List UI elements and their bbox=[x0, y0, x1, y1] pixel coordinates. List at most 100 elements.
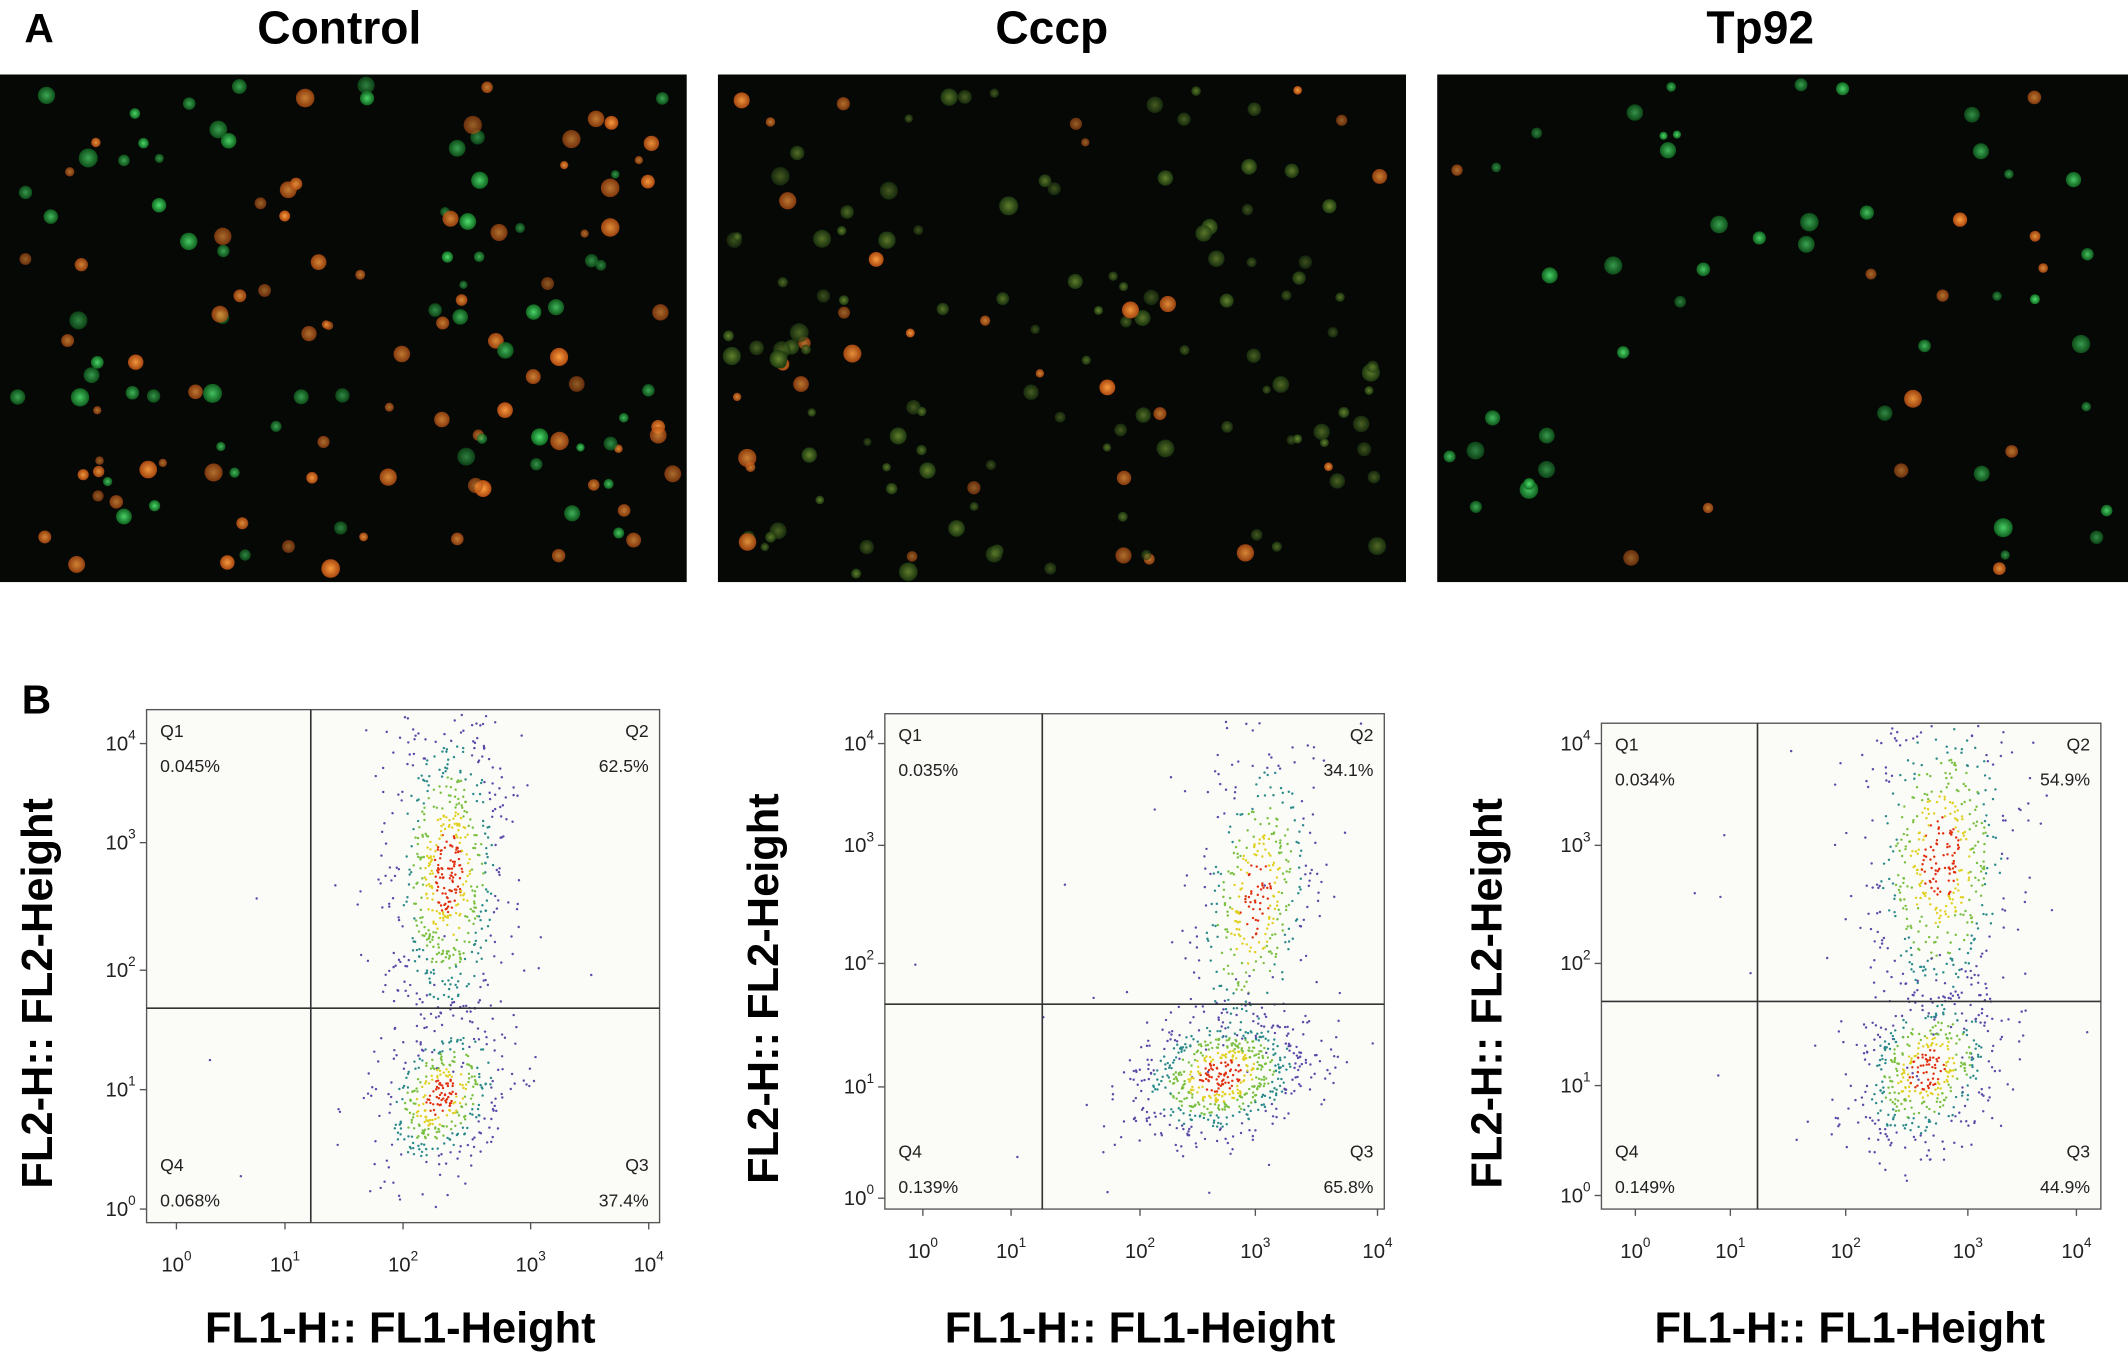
dot bbox=[1261, 884, 1264, 887]
dot bbox=[1205, 1088, 1209, 1091]
image-title: Tp92 bbox=[1706, 1, 1814, 53]
dot bbox=[1936, 1060, 1939, 1063]
cell bbox=[1702, 502, 1714, 514]
dot bbox=[1943, 795, 1946, 799]
dot bbox=[1947, 996, 1950, 1000]
dot bbox=[1264, 932, 1267, 936]
dot bbox=[2010, 751, 2014, 754]
dot bbox=[1192, 1077, 1195, 1080]
cell bbox=[610, 170, 620, 179]
cell bbox=[471, 171, 489, 189]
dot bbox=[509, 1087, 512, 1091]
dot bbox=[1306, 1021, 1309, 1024]
dot bbox=[445, 1098, 449, 1101]
dot bbox=[1924, 1016, 1927, 1020]
dot bbox=[1891, 1034, 1895, 1038]
dot bbox=[1272, 894, 1275, 898]
dot bbox=[423, 818, 426, 822]
dot bbox=[1946, 931, 1949, 934]
dot bbox=[1965, 739, 1969, 742]
dot bbox=[1304, 1061, 1308, 1064]
dot bbox=[1317, 891, 1320, 894]
dot bbox=[1263, 1082, 1266, 1085]
dot bbox=[1903, 1146, 1907, 1149]
dot bbox=[466, 1126, 469, 1130]
dot bbox=[436, 1103, 439, 1106]
dot bbox=[1287, 1112, 1290, 1115]
cell bbox=[127, 354, 144, 370]
dot bbox=[1910, 953, 1913, 957]
cell bbox=[859, 539, 874, 555]
cell bbox=[1469, 500, 1482, 513]
dot bbox=[1806, 1120, 1810, 1123]
dot bbox=[425, 1061, 428, 1065]
quadrant-percent: 0.139% bbox=[898, 1177, 958, 1197]
dot bbox=[460, 804, 464, 807]
dot bbox=[453, 795, 457, 798]
dot bbox=[1182, 1083, 1185, 1087]
dot bbox=[466, 874, 469, 878]
dot bbox=[1986, 834, 1989, 838]
dot bbox=[1154, 1115, 1157, 1118]
cell bbox=[732, 392, 742, 402]
dot bbox=[1936, 936, 1939, 939]
dot bbox=[1216, 1051, 1220, 1055]
cell bbox=[790, 145, 805, 161]
dot bbox=[1244, 1036, 1247, 1040]
tick-label: 104 bbox=[634, 1249, 665, 1277]
cell bbox=[1030, 324, 1040, 335]
dot bbox=[1947, 1024, 1950, 1028]
dot bbox=[1930, 866, 1933, 870]
dot bbox=[1201, 1085, 1204, 1089]
dot bbox=[1834, 1116, 1838, 1120]
cell bbox=[1081, 138, 1090, 147]
cell bbox=[664, 465, 682, 483]
dot bbox=[1891, 1085, 1894, 1089]
dot bbox=[1906, 1079, 1910, 1082]
dot bbox=[1183, 1079, 1186, 1083]
dot bbox=[1283, 878, 1286, 881]
dot bbox=[1221, 1021, 1225, 1024]
dot bbox=[421, 916, 424, 919]
dot bbox=[1247, 905, 1251, 908]
dot bbox=[1968, 828, 1971, 831]
dot bbox=[1162, 1108, 1166, 1111]
dot bbox=[468, 872, 472, 876]
dot bbox=[2000, 1035, 2004, 1039]
dot bbox=[1259, 901, 1262, 905]
dot bbox=[425, 1101, 428, 1104]
tick-label: 103 bbox=[1953, 1235, 1983, 1263]
cell bbox=[1338, 406, 1350, 418]
dot bbox=[427, 883, 431, 886]
dot bbox=[1953, 727, 1956, 731]
dot bbox=[1136, 1083, 1139, 1086]
dot bbox=[473, 917, 477, 920]
dot bbox=[1225, 1039, 1228, 1042]
dot bbox=[448, 800, 452, 804]
dot bbox=[1929, 880, 1932, 884]
dot bbox=[1973, 973, 1976, 977]
dot bbox=[1256, 1108, 1260, 1112]
tick-base: 10 bbox=[1240, 1241, 1263, 1263]
tick-base: 10 bbox=[106, 960, 129, 982]
dot bbox=[450, 871, 454, 875]
dot bbox=[1961, 1086, 1964, 1089]
dot bbox=[1274, 840, 1278, 843]
dot bbox=[1247, 992, 1250, 995]
dot bbox=[457, 1114, 461, 1117]
dot bbox=[1985, 913, 1988, 916]
dot bbox=[477, 1103, 481, 1107]
dot bbox=[1250, 892, 1253, 895]
dot bbox=[1913, 864, 1917, 868]
dot bbox=[1936, 820, 1939, 823]
cell bbox=[1353, 415, 1370, 433]
dot bbox=[451, 1059, 454, 1063]
dot bbox=[1215, 1066, 1219, 1070]
dot bbox=[1837, 1030, 1841, 1033]
dot-cloud bbox=[914, 720, 1374, 1195]
dot bbox=[1927, 1086, 1930, 1090]
dot bbox=[1283, 1056, 1287, 1059]
dot bbox=[397, 916, 400, 919]
dot bbox=[1180, 1050, 1183, 1053]
dot bbox=[1252, 845, 1256, 849]
